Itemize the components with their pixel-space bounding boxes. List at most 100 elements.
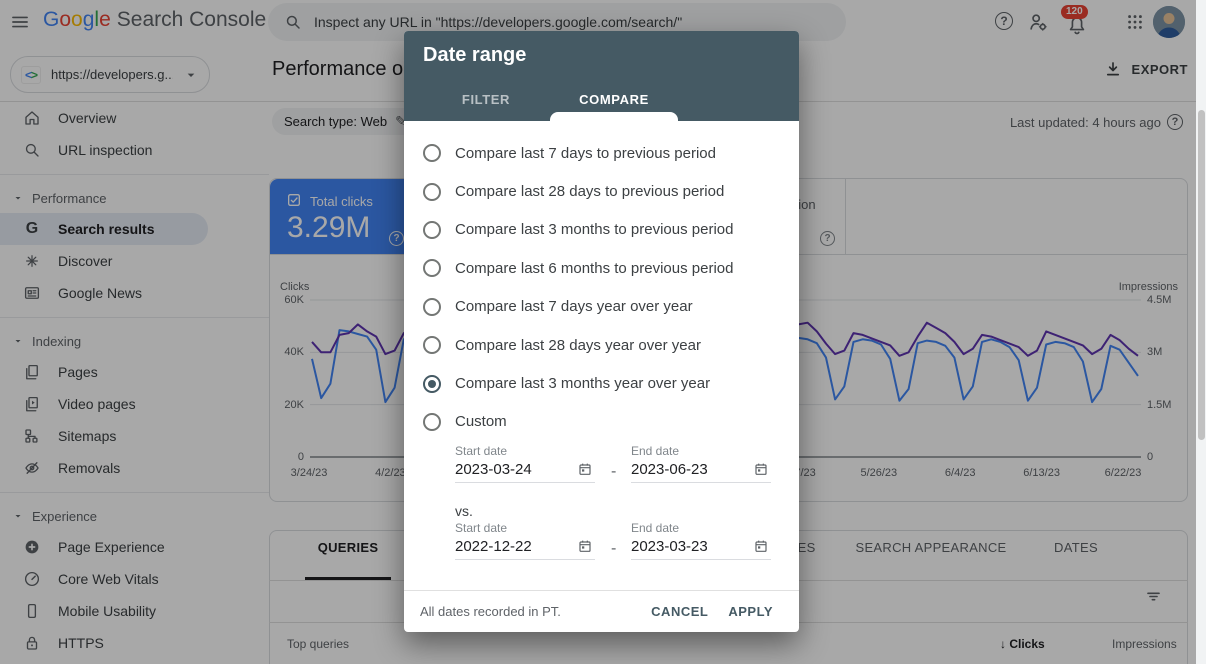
calendar-icon[interactable] bbox=[577, 461, 593, 477]
speedo-icon bbox=[22, 570, 42, 588]
sidebar-divider bbox=[0, 317, 269, 318]
position-help-icon[interactable]: ? bbox=[820, 228, 835, 246]
range2-start-field[interactable]: 2022-12-22 bbox=[455, 538, 595, 560]
sidebar-item-sitemaps[interactable]: Sitemaps bbox=[0, 420, 269, 452]
compare-option-4[interactable]: Compare last 7 days year over year bbox=[404, 288, 799, 326]
logo-letter: o bbox=[71, 8, 83, 31]
right-axis-title: Impressions bbox=[1118, 281, 1178, 293]
property-label: https://developers.g... bbox=[51, 67, 173, 82]
sidebar-nav: Overview URL inspection Performance G Sea… bbox=[0, 102, 269, 659]
sidebar-section-performance[interactable]: Performance bbox=[0, 183, 269, 213]
tab-filter[interactable]: FILTER bbox=[461, 92, 511, 107]
compare-option-2[interactable]: Compare last 3 months to previous period bbox=[404, 211, 799, 249]
sidebar-item-video-pages[interactable]: Video pages bbox=[0, 388, 269, 420]
sidebar-section-indexing[interactable]: Indexing bbox=[0, 326, 269, 356]
property-selector[interactable]: <> https://developers.g... bbox=[10, 56, 210, 93]
compare-option-0[interactable]: Compare last 7 days to previous period bbox=[404, 134, 799, 172]
tab-queries[interactable]: QUERIES bbox=[317, 540, 379, 555]
sidebar-item-core-web-vitals[interactable]: Core Web Vitals bbox=[0, 563, 269, 595]
left-axis-tick: 20K bbox=[284, 398, 304, 411]
total-clicks-label: Total clicks bbox=[310, 194, 373, 209]
date-range-dialog: Date range FILTER COMPARE Compare last 7… bbox=[404, 31, 799, 632]
checkbox-checked-icon[interactable] bbox=[286, 192, 302, 208]
clicks-help-icon[interactable]: ? bbox=[389, 228, 404, 246]
lock-icon bbox=[22, 634, 42, 652]
info-question-icon[interactable]: ? bbox=[1167, 114, 1183, 130]
apply-button[interactable]: APPLY bbox=[728, 604, 773, 619]
scrollbar-thumb[interactable] bbox=[1197, 110, 1205, 440]
help-icon[interactable]: ? bbox=[995, 12, 1013, 30]
calendar-icon[interactable] bbox=[577, 538, 593, 554]
radio-icon[interactable] bbox=[423, 182, 441, 201]
compare-option-label: Compare last 7 days year over year bbox=[455, 298, 693, 316]
calendar-icon[interactable] bbox=[753, 461, 769, 477]
total-clicks-card[interactable]: Total clicks 3.29M ? bbox=[270, 179, 414, 254]
sidebar-item-overview[interactable]: Overview bbox=[0, 102, 269, 134]
compare-option-7[interactable]: Custom bbox=[404, 403, 799, 441]
user-settings-icon[interactable] bbox=[1027, 11, 1049, 33]
sidebar-item-label: HTTPS bbox=[58, 635, 104, 651]
sidebar-item-mobile-usability[interactable]: Mobile Usability bbox=[0, 595, 269, 627]
page-scrollbar[interactable] bbox=[1196, 0, 1206, 664]
download-icon bbox=[1104, 60, 1122, 78]
tab-compare[interactable]: COMPARE bbox=[579, 92, 649, 107]
radio-icon[interactable] bbox=[423, 259, 441, 278]
compare-option-5[interactable]: Compare last 28 days year over year bbox=[404, 326, 799, 364]
logo-letter: g bbox=[82, 8, 95, 31]
x-axis-tick: 3/24/23 bbox=[290, 467, 328, 479]
table-header-clicks[interactable]: ↓ Clicks bbox=[1000, 637, 1045, 651]
sidebar-item-url-inspection[interactable]: URL inspection bbox=[0, 134, 269, 166]
radio-icon[interactable] bbox=[423, 220, 441, 239]
calendar-icon[interactable] bbox=[753, 538, 769, 554]
avatar[interactable] bbox=[1153, 6, 1185, 38]
compare-option-1[interactable]: Compare last 28 days to previous period bbox=[404, 172, 799, 210]
sidebar-item-google-news[interactable]: Google News bbox=[0, 277, 269, 309]
filter-icon[interactable] bbox=[1144, 587, 1163, 606]
range1-start-label: Start date bbox=[455, 444, 508, 458]
hamburger-menu-icon[interactable] bbox=[10, 12, 30, 32]
sidebar-item-removals[interactable]: Removals bbox=[0, 452, 269, 484]
range1-end-field[interactable]: 2023-06-23 bbox=[631, 461, 771, 483]
gicon-icon: G bbox=[25, 220, 39, 237]
radio-icon[interactable] bbox=[423, 412, 441, 431]
right-axis-tick: 0 bbox=[1147, 451, 1154, 463]
radio-icon[interactable] bbox=[423, 374, 441, 393]
radio-icon[interactable] bbox=[423, 336, 441, 355]
range1-start-field[interactable]: 2023-03-24 bbox=[455, 461, 595, 483]
radio-icon[interactable] bbox=[423, 297, 441, 316]
range2-end-field[interactable]: 2023-03-23 bbox=[631, 538, 771, 560]
sidebar-section-experience[interactable]: Experience bbox=[0, 501, 269, 531]
compare-option-label: Compare last 7 days to previous period bbox=[455, 144, 716, 162]
table-header-impressions[interactable]: Impressions bbox=[1112, 637, 1177, 651]
search-input[interactable]: Inspect any URL in "https://developers.g… bbox=[314, 14, 683, 30]
search-type-chip[interactable]: Search type: Web ✎ bbox=[272, 108, 419, 135]
x-axis-tick: 6/4/23 bbox=[944, 467, 976, 479]
phone-icon bbox=[22, 602, 42, 620]
app-logo[interactable]: Google Search Console bbox=[43, 8, 266, 32]
radio-icon[interactable] bbox=[423, 144, 441, 163]
export-button[interactable]: EXPORT bbox=[1104, 60, 1188, 78]
tab-search-appearance[interactable]: SEARCH APPEARANCE bbox=[855, 540, 1007, 555]
sidebar-item-https[interactable]: HTTPS bbox=[0, 627, 269, 659]
cancel-button[interactable]: CANCEL bbox=[651, 604, 709, 619]
google-apps-grid-icon[interactable] bbox=[1125, 12, 1145, 32]
notification-count-badge: 120 bbox=[1061, 5, 1088, 19]
total-clicks-value: 3.29M bbox=[287, 211, 371, 244]
sidebar-item-label: Core Web Vitals bbox=[58, 571, 159, 587]
sidebar-item-pages[interactable]: Pages bbox=[0, 356, 269, 388]
compare-option-6[interactable]: Compare last 3 months year over year bbox=[404, 364, 799, 402]
table-header-top-queries: Top queries bbox=[287, 637, 350, 651]
sidebar-item-page-experience[interactable]: Page Experience bbox=[0, 531, 269, 563]
right-axis-tick: 4.5M bbox=[1147, 294, 1172, 306]
last-updated: Last updated: 4 hours ago ? bbox=[1010, 114, 1183, 130]
video-icon bbox=[22, 395, 42, 413]
export-label: EXPORT bbox=[1131, 61, 1188, 77]
right-axis-tick: 1.5M bbox=[1147, 398, 1172, 411]
sidebar-item-label: Search results bbox=[58, 221, 155, 237]
compare-option-3[interactable]: Compare last 6 months to previous period bbox=[404, 249, 799, 287]
sidebar-item-search-results[interactable]: G Search results bbox=[0, 213, 208, 245]
sidebar-item-discover[interactable]: Discover bbox=[0, 245, 269, 277]
sidebar-item-label: Sitemaps bbox=[58, 428, 117, 444]
tab-dates[interactable]: DATES bbox=[1054, 540, 1098, 555]
logo-letter: l bbox=[94, 8, 100, 31]
